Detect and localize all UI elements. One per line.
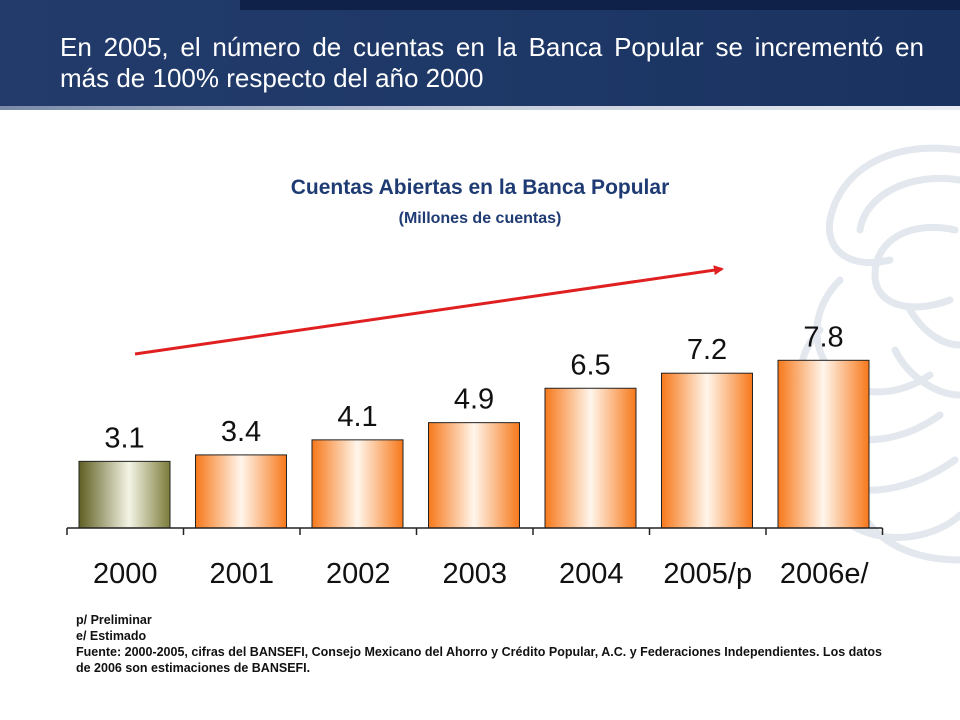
bar-2002	[311, 439, 404, 529]
header-bar: En 2005, el número de cuentas en la Banc…	[0, 0, 960, 106]
bar-2000	[78, 460, 171, 529]
bar-2004	[544, 387, 637, 529]
bar-2005p	[661, 372, 753, 529]
category-label: 2006e/	[780, 558, 870, 590]
bar-value-label: 6.5	[570, 349, 610, 381]
bar-value-label: 3.1	[104, 422, 144, 454]
bar-2006e	[777, 359, 870, 529]
category-label: 2005/p	[663, 558, 752, 590]
bar-value-label: 4.9	[454, 384, 494, 416]
chart-subtitle: (Millones de cuentas)	[398, 210, 562, 227]
note-estimado: e/ Estimado	[76, 629, 147, 643]
bar-value-label: 4.1	[337, 401, 377, 433]
bar-value-label: 3.4	[221, 416, 261, 448]
category-label: 2000	[93, 558, 158, 590]
bar-value-label: 7.8	[803, 321, 843, 353]
category-label: 2004	[559, 558, 624, 590]
category-label: 2002	[326, 558, 391, 590]
bar-2001	[195, 454, 287, 529]
source-note: Fuente: 2000-2005, cifras del BANSEFI, C…	[76, 645, 882, 675]
bar-chart: 3.1 3.4 4.1 4.9 6.5 7.2 7.8 2000 2001 2002 2003 20…	[66, 265, 884, 590]
footnotes: p/ Preliminar e/ Estimado Fuente: 2000-2…	[76, 612, 882, 676]
category-label: 2001	[209, 558, 274, 590]
note-preliminar: p/ Preliminar	[76, 613, 152, 627]
bar-value-label: 7.2	[687, 334, 727, 366]
trend-arrow	[134, 265, 724, 356]
header-accent-band	[240, 0, 960, 10]
slide-title: En 2005, el número de cuentas en la Banc…	[60, 32, 924, 93]
category-label: 2003	[442, 558, 507, 590]
header-divider	[0, 106, 960, 110]
chart-title: Cuentas Abiertas en la Banca Popular	[290, 176, 670, 199]
bar-2003	[428, 422, 520, 529]
